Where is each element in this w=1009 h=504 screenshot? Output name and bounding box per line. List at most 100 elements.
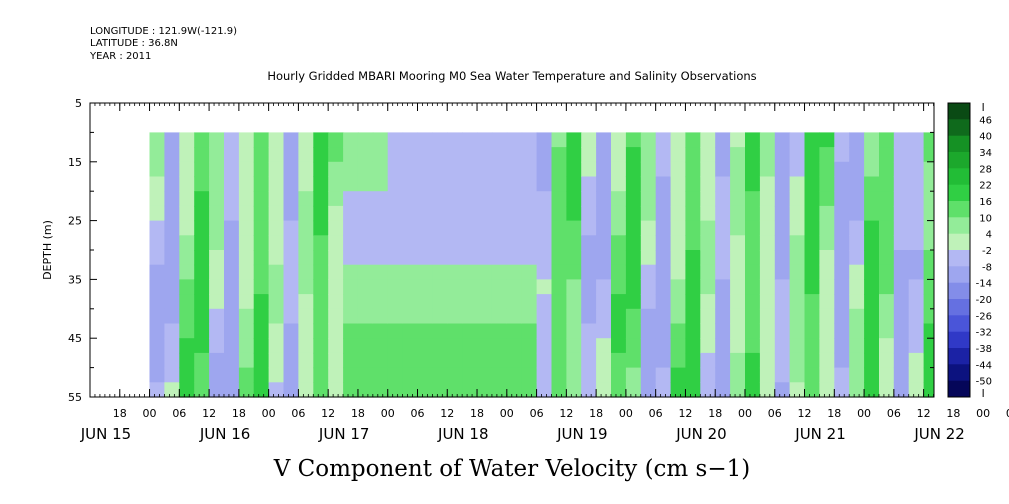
heatmap-cell	[253, 294, 270, 310]
heatmap-cell	[849, 308, 865, 325]
heatmap-cell	[789, 352, 806, 369]
heatmap-cell	[804, 176, 820, 192]
heatmap-cell	[298, 235, 314, 251]
heatmap-cell	[506, 220, 523, 236]
heatmap-cell	[491, 264, 508, 280]
heatmap-cell	[357, 264, 374, 280]
heatmap-cell	[491, 352, 508, 369]
colorbar-label: 4	[986, 230, 992, 241]
heatmap-cell	[804, 338, 820, 354]
heatmap-cell	[923, 279, 934, 295]
heatmap-cell	[491, 279, 508, 295]
heatmap-cell	[357, 294, 374, 310]
heatmap-cell	[238, 294, 255, 310]
heatmap-cell	[596, 338, 612, 354]
heatmap-cell	[164, 132, 180, 148]
heatmap-cell	[879, 250, 895, 266]
heatmap-cell	[224, 191, 240, 207]
heatmap-cell	[179, 338, 195, 354]
heatmap-cell	[715, 338, 731, 354]
heatmap-cell	[521, 147, 538, 163]
heatmap-cell	[447, 264, 463, 280]
heatmap-cell	[357, 323, 374, 339]
heatmap-cell	[551, 323, 567, 339]
colorbar-label: -26	[976, 311, 992, 322]
heatmap-cell	[879, 147, 895, 163]
heatmap-cell	[238, 250, 255, 266]
heatmap-cell	[417, 279, 433, 295]
heatmap-cell	[700, 220, 716, 236]
x-date-label: JUN 16	[199, 425, 250, 443]
heatmap-cell	[611, 191, 627, 207]
heatmap-cell	[149, 367, 165, 383]
colorbar-swatch	[948, 331, 970, 349]
heatmap-cell	[253, 338, 270, 354]
heatmap-cell	[551, 176, 567, 192]
heatmap-cell	[596, 191, 612, 207]
heatmap-cell	[685, 220, 701, 236]
heatmap-cell	[343, 264, 359, 280]
heatmap-cell	[462, 147, 478, 163]
heatmap-cell	[447, 235, 463, 251]
heatmap-cell	[283, 382, 299, 398]
heatmap-cell	[372, 367, 389, 383]
heatmap-cell	[253, 132, 270, 148]
heatmap-cell	[834, 382, 850, 398]
colorbar-label: -20	[976, 295, 992, 306]
heatmap-cell	[834, 191, 850, 207]
heatmap-cell	[253, 205, 270, 222]
heatmap-cell	[655, 191, 672, 207]
heatmap-cell	[238, 308, 255, 325]
heatmap-cell	[491, 205, 508, 222]
heatmap-cell	[238, 264, 255, 280]
heatmap-cell	[700, 279, 716, 295]
heatmap-cell	[328, 161, 344, 178]
heatmap-cell	[357, 161, 374, 178]
heatmap-cell	[893, 220, 910, 236]
heatmap-cell	[893, 279, 910, 295]
heatmap-cell	[730, 205, 746, 222]
heatmap-cell	[819, 352, 835, 369]
heatmap-cell	[745, 191, 761, 207]
heatmap-cell	[789, 382, 806, 398]
heatmap-cell	[655, 264, 672, 280]
heatmap-cell	[224, 367, 240, 383]
x-tick-label: 18	[708, 407, 722, 420]
heatmap-cell	[908, 352, 925, 369]
heatmap-cell	[759, 367, 776, 383]
heatmap-cell	[209, 205, 225, 222]
heatmap-cell	[343, 308, 359, 325]
heatmap-cell	[179, 147, 195, 163]
heatmap-cell	[893, 352, 910, 369]
heatmap-cell	[462, 205, 478, 222]
x-tick-label: 06	[649, 407, 663, 420]
heatmap-cell	[209, 220, 225, 236]
heatmap-cell	[164, 176, 180, 192]
heatmap-cell	[879, 235, 895, 251]
heatmap-cell	[625, 220, 642, 236]
heatmap-cell	[551, 147, 567, 163]
heatmap-cell	[923, 161, 934, 178]
heatmap-cell	[551, 132, 567, 148]
heatmap-cell	[313, 161, 329, 178]
heatmap-cell	[357, 220, 374, 236]
heatmap-cell	[893, 294, 910, 310]
heatmap-cell	[491, 382, 508, 398]
heatmap-cell	[179, 220, 195, 236]
heatmap-cell	[179, 235, 195, 251]
heatmap-cell	[655, 176, 672, 192]
heatmap-cell	[432, 250, 448, 266]
heatmap-cell	[804, 352, 820, 369]
heatmap-cell	[238, 352, 255, 369]
heatmap-cell	[209, 367, 225, 383]
heatmap-cell	[328, 352, 344, 369]
x-tick-label: 00	[143, 407, 157, 420]
heatmap-cell	[268, 352, 285, 369]
heatmap-cell	[923, 250, 934, 266]
heatmap-cell	[164, 161, 180, 178]
heatmap-cell	[372, 220, 389, 236]
heatmap-cell	[268, 323, 285, 339]
heatmap-cell	[670, 352, 687, 369]
heatmap-cell	[417, 264, 433, 280]
heatmap-cell	[730, 352, 746, 369]
